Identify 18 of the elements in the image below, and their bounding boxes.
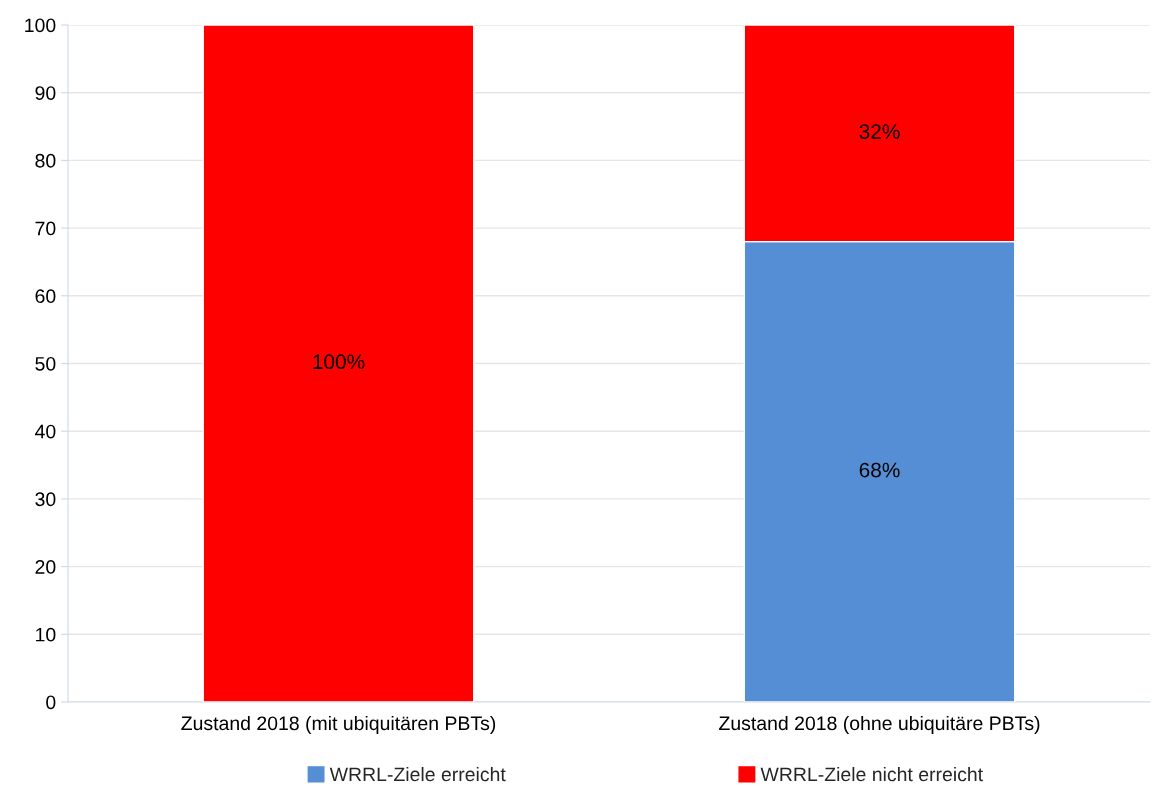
y-tick-label: 60 [35,289,56,304]
y-tick-label: 70 [35,221,56,236]
y-tick-label: 10 [36,627,56,642]
data-label: 100% [313,354,365,370]
y-tick-label: 30 [35,492,56,507]
y-tick-label: 90 [35,86,56,100]
y-tick-label: 0 [46,695,56,710]
y-tick-label: 80 [35,153,56,168]
y-tick-label: 100 [25,18,56,33]
legend-label: WRRL-Ziele nicht erreicht [760,766,983,782]
y-tick-label: 40 [35,424,56,439]
x-tick-label: Zustand 2018 (ohne ubiquitäre PBTs) [719,715,1040,735]
legend-label: WRRL-Ziele erreicht [329,766,506,782]
data-label: 68% [859,462,900,478]
y-tick-label: 50 [35,356,56,371]
y-tick-label: 20 [35,560,56,574]
data-label: 32% [859,124,900,139]
x-tick-label: Zustand 2018 (mit ubiquitären PBTs) [181,715,496,735]
